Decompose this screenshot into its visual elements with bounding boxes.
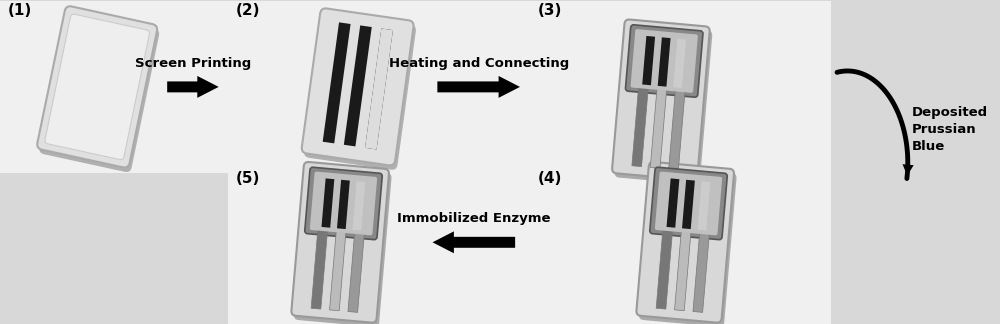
- FancyBboxPatch shape: [650, 167, 727, 240]
- Polygon shape: [323, 22, 351, 144]
- Polygon shape: [656, 230, 673, 309]
- Bar: [530, 1, 831, 173]
- FancyBboxPatch shape: [625, 25, 703, 97]
- Polygon shape: [352, 181, 365, 230]
- Text: Screen Printing: Screen Printing: [135, 57, 251, 70]
- FancyBboxPatch shape: [302, 8, 414, 165]
- Text: (1): (1): [8, 3, 32, 18]
- Bar: [0, 1, 228, 173]
- Polygon shape: [337, 180, 350, 229]
- Polygon shape: [437, 76, 520, 98]
- Polygon shape: [344, 25, 372, 146]
- Polygon shape: [675, 231, 691, 311]
- Polygon shape: [658, 37, 671, 87]
- Polygon shape: [167, 76, 219, 98]
- FancyBboxPatch shape: [639, 166, 737, 324]
- Polygon shape: [311, 230, 328, 309]
- FancyBboxPatch shape: [636, 162, 734, 323]
- Text: (3): (3): [537, 3, 562, 18]
- Bar: [530, 173, 831, 324]
- FancyBboxPatch shape: [612, 19, 710, 180]
- Bar: [228, 1, 530, 173]
- Polygon shape: [669, 90, 685, 170]
- Polygon shape: [667, 179, 679, 228]
- Bar: [228, 173, 530, 324]
- Polygon shape: [682, 180, 695, 229]
- Polygon shape: [365, 29, 393, 149]
- FancyBboxPatch shape: [304, 13, 416, 170]
- Polygon shape: [348, 233, 364, 312]
- FancyBboxPatch shape: [310, 172, 377, 235]
- Polygon shape: [632, 87, 648, 167]
- Polygon shape: [330, 231, 346, 311]
- FancyBboxPatch shape: [655, 172, 722, 235]
- FancyBboxPatch shape: [631, 29, 698, 93]
- FancyBboxPatch shape: [294, 166, 392, 324]
- FancyBboxPatch shape: [45, 14, 149, 160]
- Polygon shape: [642, 36, 655, 85]
- Text: Deposited
Prussian
Blue: Deposited Prussian Blue: [912, 106, 988, 153]
- Text: Immobilized Enzyme: Immobilized Enzyme: [397, 212, 551, 226]
- FancyBboxPatch shape: [615, 24, 712, 184]
- Polygon shape: [433, 231, 515, 253]
- FancyBboxPatch shape: [305, 167, 382, 240]
- Polygon shape: [650, 89, 667, 168]
- Text: Heating and Connecting: Heating and Connecting: [389, 57, 569, 70]
- Text: (2): (2): [236, 3, 261, 18]
- Text: (4): (4): [537, 170, 562, 186]
- Text: (5): (5): [236, 170, 261, 186]
- Polygon shape: [321, 179, 334, 228]
- FancyBboxPatch shape: [291, 162, 389, 323]
- FancyBboxPatch shape: [39, 11, 159, 172]
- Polygon shape: [693, 233, 709, 312]
- FancyBboxPatch shape: [37, 6, 157, 168]
- Polygon shape: [698, 181, 710, 230]
- Polygon shape: [673, 39, 686, 88]
- Polygon shape: [365, 29, 393, 149]
